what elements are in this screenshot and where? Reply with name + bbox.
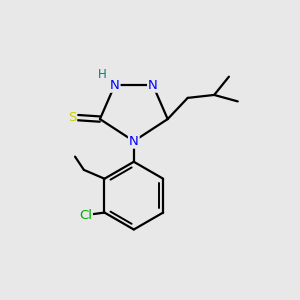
Text: N: N xyxy=(129,135,139,148)
Text: N: N xyxy=(148,79,158,92)
Text: H: H xyxy=(98,68,107,80)
Text: N: N xyxy=(110,79,119,92)
Text: Cl: Cl xyxy=(79,209,92,222)
Text: S: S xyxy=(68,111,76,124)
